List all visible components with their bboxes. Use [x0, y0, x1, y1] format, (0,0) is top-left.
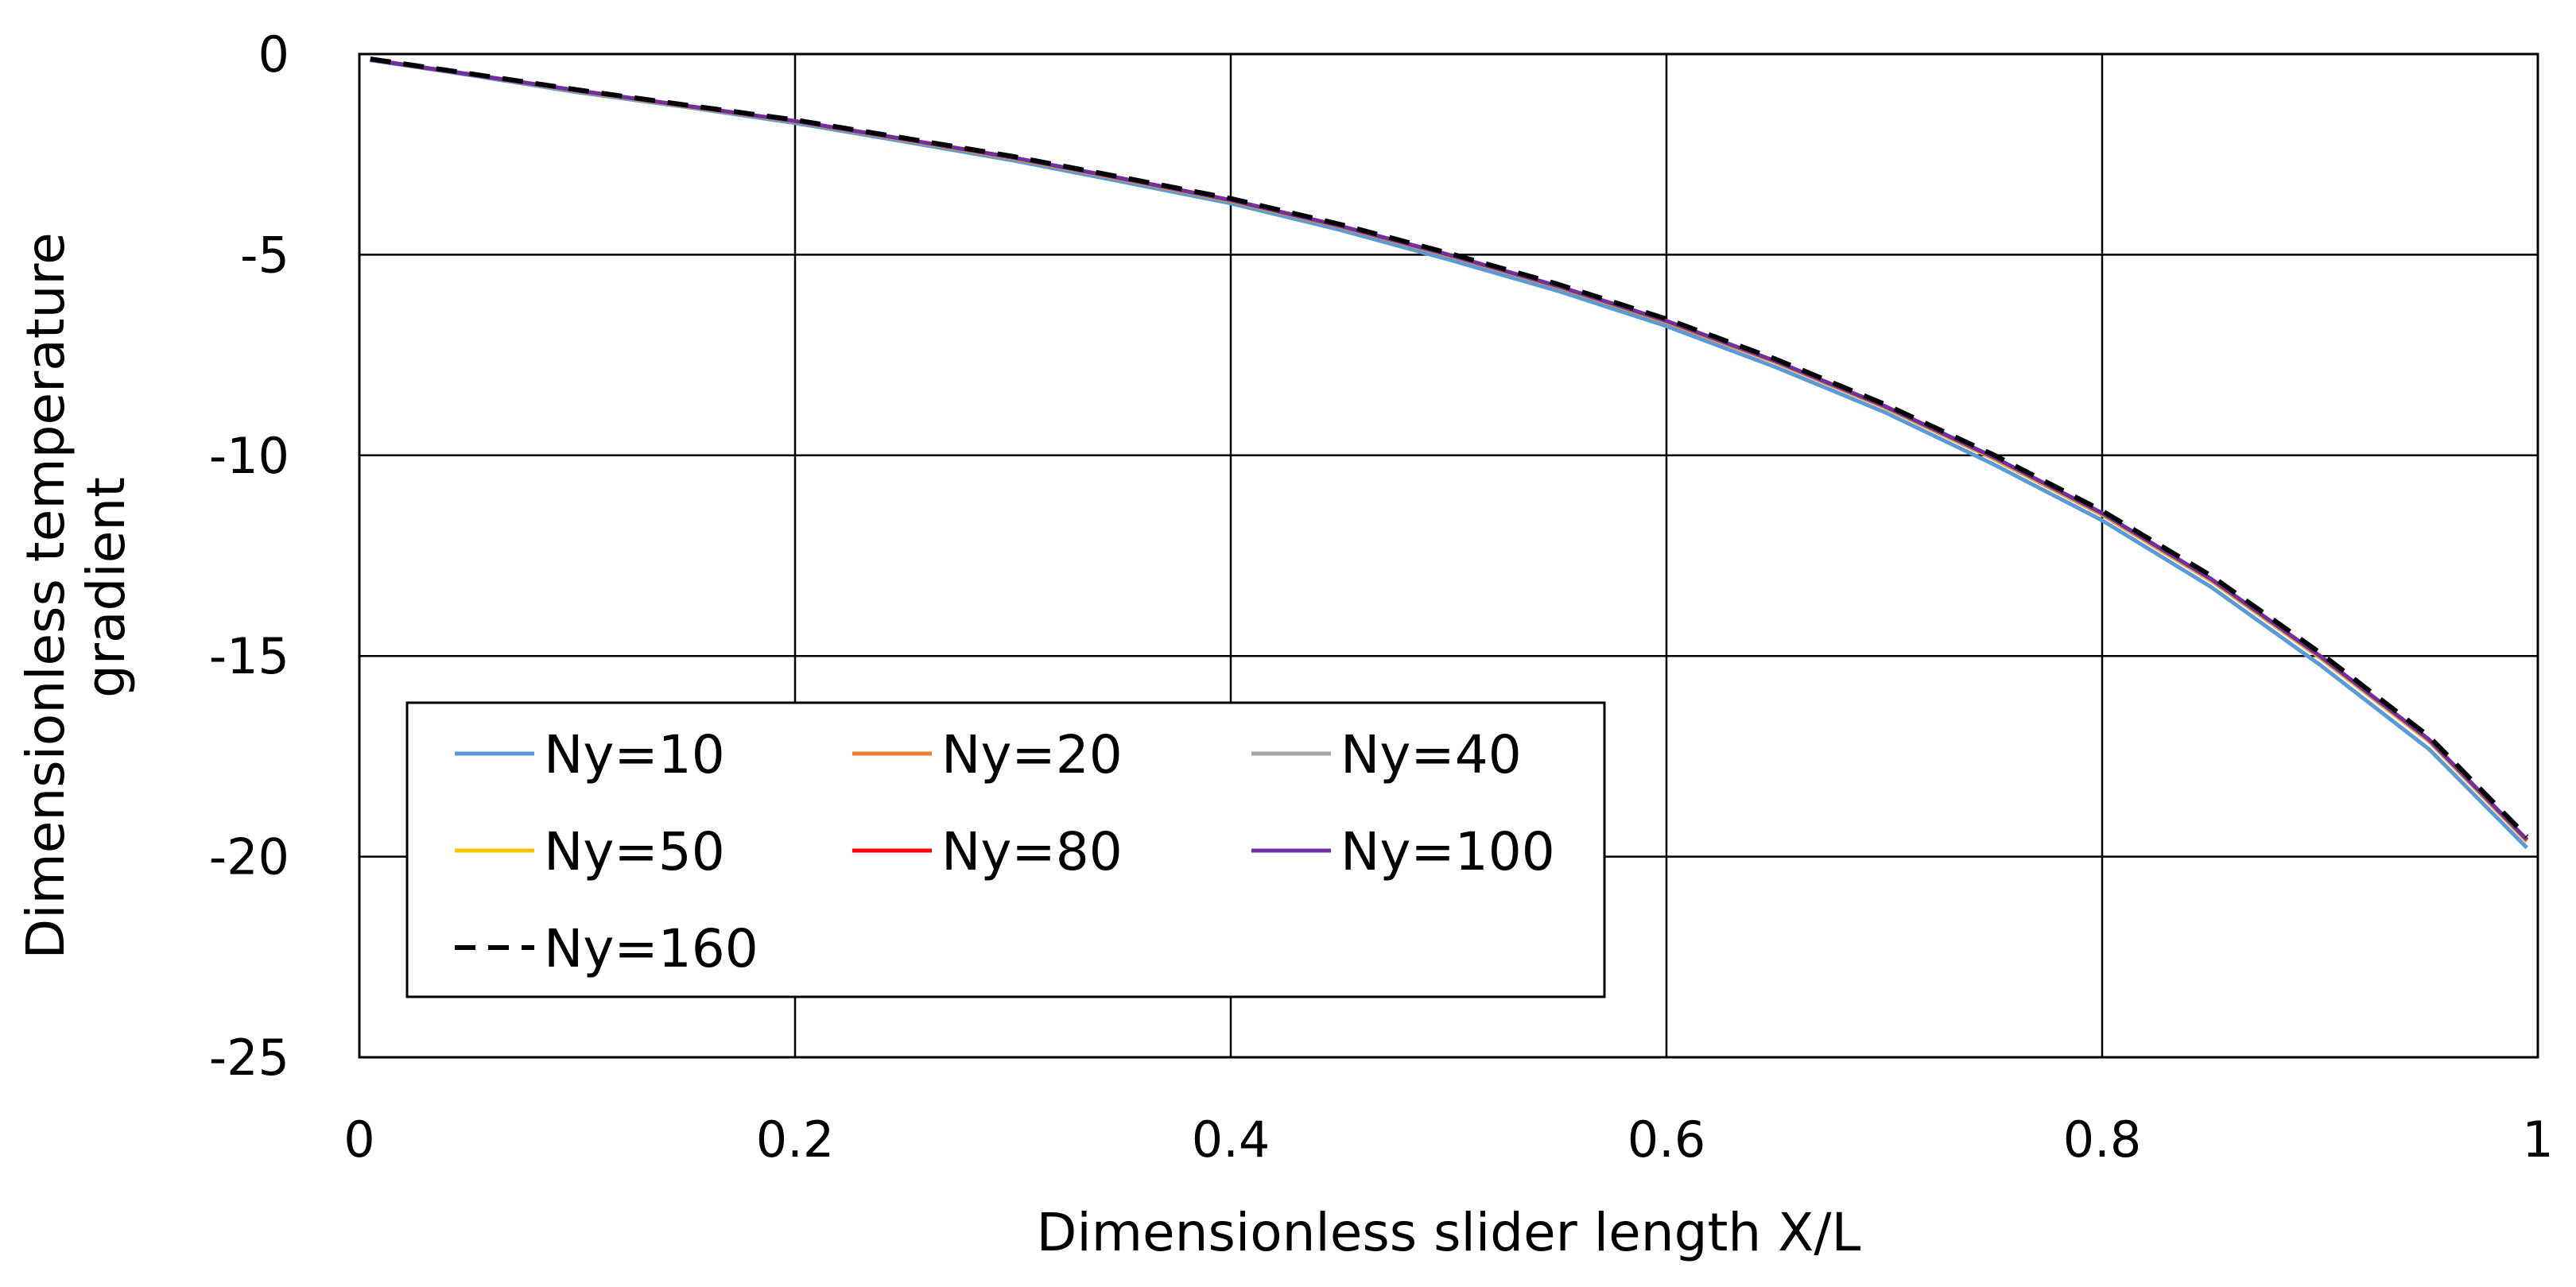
y-tick-label: -15 — [209, 627, 289, 685]
y-tick-label: -20 — [209, 828, 289, 886]
y-tick-labels: 0 -5 -10 -15 -20 -25 — [209, 25, 289, 1087]
x-tick-label: 0.6 — [1627, 1111, 1706, 1169]
y-axis-label-line-2: gradient — [76, 477, 137, 698]
y-tick-label: -10 — [209, 427, 289, 485]
x-tick-labels: 0 0.2 0.4 0.6 0.8 1 — [343, 1111, 2553, 1169]
y-tick-label: 0 — [258, 25, 289, 83]
x-tick-label: 0 — [343, 1111, 374, 1169]
y-axis-label: Dimensionless temperature gradient — [15, 215, 137, 959]
y-tick-label: -5 — [240, 226, 289, 284]
x-tick-label: 0.2 — [756, 1111, 835, 1169]
legend-label: Ny=100 — [1340, 821, 1555, 882]
legend-label: Ny=10 — [544, 724, 725, 785]
x-tick-label: 0.8 — [2063, 1111, 2142, 1169]
legend-label: Ny=20 — [941, 724, 1123, 785]
y-tick-label: -25 — [209, 1029, 289, 1087]
legend: Ny=10 Ny=20 Ny=40 Ny=50 Ny=80 Ny=100 Ny=160 — [405, 701, 1606, 998]
legend-label: Ny=160 — [544, 918, 758, 979]
legend-label: Ny=40 — [1340, 724, 1522, 785]
x-axis-label: Dimensionless slider length X/L — [1037, 1202, 1861, 1263]
x-tick-label: 1 — [2522, 1111, 2553, 1169]
plot-frame — [358, 52, 2539, 1059]
x-tick-label: 0.4 — [1192, 1111, 1271, 1169]
series-lines — [370, 56, 2529, 850]
legend-label: Ny=50 — [544, 821, 725, 882]
legend-label: Ny=80 — [941, 821, 1123, 882]
series-line-ny-160 — [370, 56, 2529, 839]
y-axis-label-line-1: Dimensionless temperature — [15, 232, 76, 959]
series-line-ny-100 — [370, 57, 2529, 842]
legend-box — [405, 701, 1606, 998]
